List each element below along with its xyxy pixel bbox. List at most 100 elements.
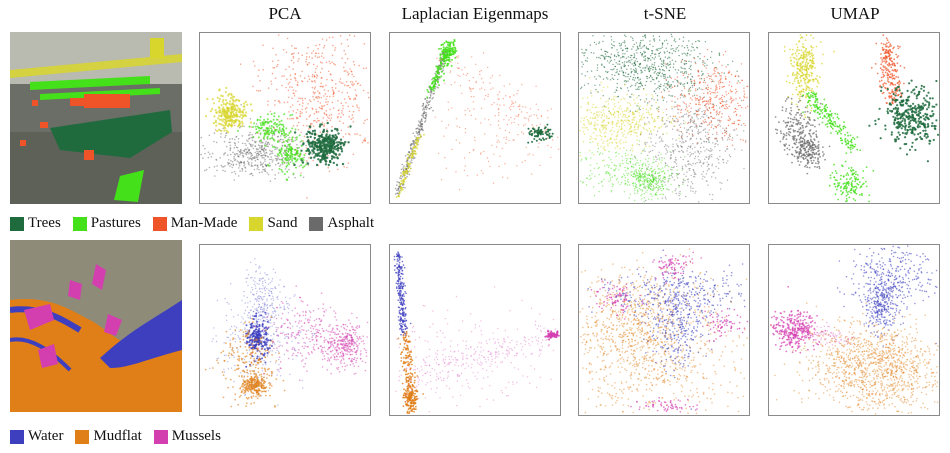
point (661, 46, 663, 48)
point (706, 76, 708, 78)
point (222, 106, 225, 109)
point (619, 63, 621, 65)
point (711, 103, 714, 106)
point (402, 186, 404, 189)
point (683, 178, 685, 180)
point (282, 160, 284, 163)
point (400, 187, 403, 190)
point (475, 81, 477, 84)
point (626, 172, 628, 174)
point (295, 79, 297, 82)
point (689, 146, 692, 149)
point (640, 39, 642, 42)
point (733, 121, 736, 123)
point (593, 127, 595, 130)
point (610, 53, 612, 55)
point (731, 139, 733, 141)
point (312, 95, 314, 98)
point (432, 96, 434, 99)
point (530, 129, 533, 132)
point (311, 76, 314, 78)
point (727, 72, 729, 74)
point (714, 75, 716, 77)
point (297, 81, 299, 83)
point (234, 119, 237, 122)
point (638, 187, 640, 190)
point (262, 154, 265, 156)
point (354, 133, 356, 135)
point (695, 40, 697, 43)
point (710, 126, 713, 128)
point (605, 173, 607, 175)
point (636, 110, 639, 113)
point (688, 73, 690, 76)
point (473, 96, 475, 98)
point (662, 120, 664, 122)
point (540, 139, 543, 142)
point (615, 62, 617, 64)
point (639, 41, 642, 44)
point (695, 62, 697, 65)
point (678, 192, 680, 195)
point (334, 87, 337, 89)
point (312, 147, 316, 151)
point (709, 78, 711, 80)
point (725, 130, 728, 132)
point (660, 153, 662, 156)
point (324, 160, 328, 163)
point (334, 133, 337, 137)
point (396, 184, 398, 186)
point (735, 88, 737, 91)
point (620, 108, 622, 110)
point (230, 94, 233, 97)
point (674, 159, 677, 161)
point (406, 176, 408, 178)
point (711, 198, 713, 201)
point (709, 102, 712, 105)
point (658, 68, 661, 70)
point (285, 149, 288, 152)
point (706, 100, 708, 102)
point (258, 168, 260, 171)
point (630, 54, 632, 57)
point (644, 58, 647, 60)
point (615, 179, 618, 181)
point (259, 122, 262, 125)
point (271, 132, 274, 135)
point (615, 138, 618, 140)
point (623, 147, 625, 149)
point (718, 88, 721, 90)
point (665, 126, 667, 128)
point (617, 78, 619, 81)
point (580, 117, 583, 119)
point (611, 39, 613, 41)
point (636, 159, 638, 161)
point (647, 109, 650, 112)
point (719, 111, 721, 113)
point (345, 133, 347, 135)
point (237, 107, 240, 110)
point (662, 111, 665, 114)
point (547, 110, 549, 112)
point (719, 181, 721, 184)
point (622, 74, 624, 76)
point (299, 112, 302, 115)
point (256, 164, 259, 167)
point (618, 141, 621, 143)
point (635, 58, 637, 60)
point (717, 144, 719, 146)
point (255, 123, 258, 125)
point (694, 97, 697, 99)
point (286, 101, 289, 103)
point (621, 116, 624, 118)
point (671, 52, 673, 55)
point (661, 96, 663, 99)
point (624, 183, 626, 185)
point (300, 131, 302, 134)
point (602, 109, 604, 111)
point (294, 176, 296, 179)
point (285, 147, 288, 150)
point (240, 152, 242, 154)
point (547, 144, 549, 147)
point (473, 149, 475, 151)
